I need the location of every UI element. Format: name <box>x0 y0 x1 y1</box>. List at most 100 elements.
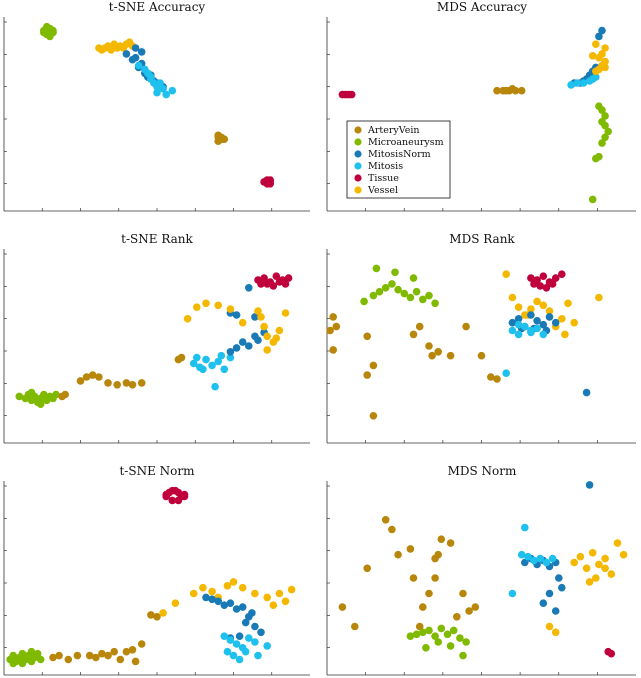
point-arteryvein <box>147 611 155 619</box>
point-vessel <box>104 42 112 50</box>
point-mitosis <box>579 79 588 87</box>
point-vessel <box>564 299 572 308</box>
point-mitosis <box>220 632 229 640</box>
point-arteryvein <box>415 622 424 631</box>
point-vessel <box>558 315 566 323</box>
point-mitosis <box>263 642 272 650</box>
point-vessel <box>514 303 523 312</box>
point-vessel <box>251 589 259 598</box>
point-vessel <box>257 313 265 321</box>
point-microaneurysm <box>419 628 427 637</box>
point-arteryvein <box>369 412 378 420</box>
point-vessel <box>588 52 597 60</box>
point-arteryvein <box>477 351 486 360</box>
point-vessel <box>98 46 106 54</box>
point-mitosisnorm <box>251 313 259 321</box>
point-arteryvein <box>511 86 520 95</box>
point-vessel <box>214 301 222 310</box>
panel-mds-norm: MDS Norm <box>326 464 636 676</box>
point-vessel <box>601 63 609 72</box>
point-tissue <box>260 274 268 282</box>
point-arteryvein <box>388 525 396 534</box>
legend-entry-arteryvein: ArteryVein <box>354 125 420 136</box>
point-vessel <box>601 564 609 573</box>
point-mitosisnorm <box>122 50 131 58</box>
point-mitosisnorm <box>241 618 250 627</box>
points-mds-accuracy <box>338 26 612 204</box>
point-microaneurysm <box>381 284 390 292</box>
point-arteryvein <box>471 603 480 611</box>
point-microaneurysm <box>375 287 384 296</box>
point-mitosis <box>517 550 526 559</box>
point-arteryvein <box>92 653 100 662</box>
point-microaneurysm <box>406 632 415 640</box>
panel-title-tsne-norm: t-SNE Norm <box>119 464 195 478</box>
point-tissue <box>162 490 170 499</box>
point-vessel <box>263 332 272 341</box>
point-vessel <box>199 583 207 592</box>
point-arteryvein <box>110 647 118 656</box>
point-mitosis <box>502 369 511 378</box>
points-tsne-norm <box>6 486 296 668</box>
points-tsne-accuracy <box>40 22 275 188</box>
point-mitosisnorm <box>545 589 554 598</box>
legend-marker-tissue <box>354 174 362 182</box>
point-mitosis <box>527 326 535 335</box>
point-mitosis <box>245 634 253 642</box>
point-vessel <box>208 587 216 596</box>
point-tissue <box>272 272 281 281</box>
points-mds-norm <box>338 481 628 660</box>
point-mitosisnorm <box>248 609 256 617</box>
point-vessel <box>570 318 578 327</box>
point-arteryvein <box>64 655 73 664</box>
point-mitosisnorm <box>539 599 548 607</box>
point-mitosisnorm <box>235 632 244 640</box>
point-mitosisnorm <box>585 481 594 489</box>
point-vessel <box>613 539 622 547</box>
point-microaneurysm <box>604 127 612 136</box>
point-arteryvein <box>381 516 390 524</box>
point-microaneurysm <box>431 299 439 308</box>
point-vessel <box>275 589 284 598</box>
point-arteryvein <box>493 86 501 95</box>
legend-label-microaneurysm: Microaneurysm <box>368 137 444 148</box>
point-mitosis <box>235 655 244 664</box>
point-mitosis <box>514 330 523 339</box>
point-mitosisnorm <box>527 311 535 319</box>
point-mitosis <box>542 558 551 567</box>
legend-marker-mitosisnorm <box>354 150 362 158</box>
point-microaneurysm <box>598 139 606 147</box>
point-tissue <box>266 180 275 188</box>
point-vessel <box>189 589 198 598</box>
points-tsne-rank <box>15 272 293 409</box>
point-microaneurysm <box>369 291 378 300</box>
point-mitosis <box>508 589 517 598</box>
point-arteryvein <box>428 351 436 360</box>
point-microaneurysm <box>601 112 609 120</box>
point-tissue <box>281 280 290 288</box>
point-microaneurysm <box>434 638 443 646</box>
panel-tsne-norm: t-SNE Norm <box>3 464 310 676</box>
legend-marker-vessel <box>354 186 362 194</box>
point-vessel <box>527 305 535 313</box>
point-arteryvein <box>98 649 106 658</box>
point-vessel <box>287 585 296 594</box>
point-vessel <box>570 558 578 567</box>
point-arteryvein <box>85 651 94 660</box>
point-arteryvein <box>88 371 97 379</box>
point-microaneurysm <box>419 295 427 304</box>
point-arteryvein <box>409 330 418 339</box>
point-microaneurysm <box>36 655 45 664</box>
point-arteryvein <box>409 574 418 582</box>
point-vessel <box>595 560 603 569</box>
legend-label-tissue: Tissue <box>368 173 399 184</box>
point-mitosis <box>226 636 235 644</box>
point-tissue <box>263 280 272 288</box>
point-mitosisnorm <box>595 32 603 41</box>
legend-entry-mitosisnorm: MitosisNorm <box>354 149 431 160</box>
point-arteryvein <box>415 322 424 331</box>
point-mitosisnorm <box>551 607 560 615</box>
point-tissue <box>548 280 557 288</box>
point-vessel <box>193 303 201 312</box>
panel-title-mds-rank: MDS Rank <box>449 232 515 246</box>
